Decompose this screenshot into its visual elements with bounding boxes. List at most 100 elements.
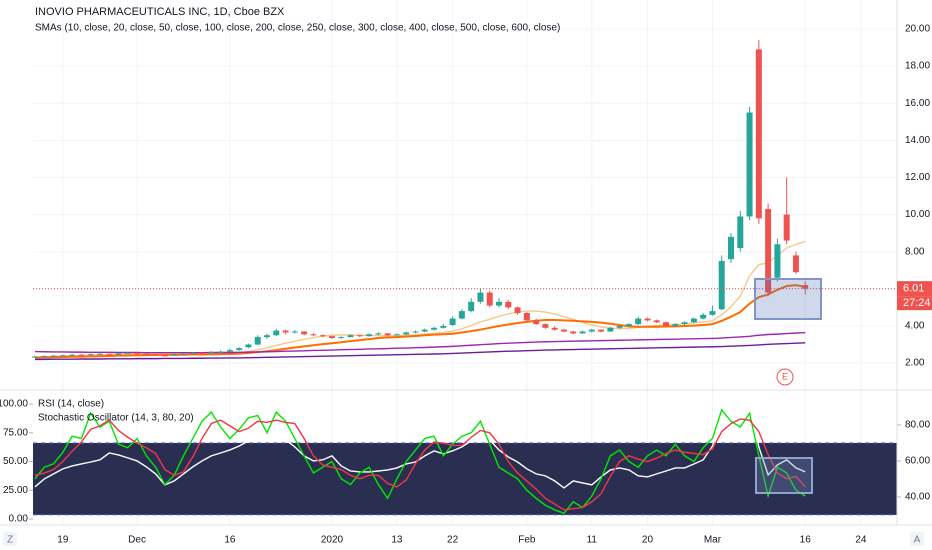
candle-body [115, 353, 122, 355]
candle-body [672, 324, 679, 326]
candle-body [143, 353, 150, 355]
candle-body [449, 318, 456, 326]
candle-body [598, 329, 605, 332]
candle-body [393, 334, 400, 336]
x-tick-label: Dec [128, 535, 146, 546]
earnings-label[interactable]: E [782, 371, 788, 381]
candle-body [171, 354, 178, 356]
candle-body [477, 292, 484, 302]
y-tick-label: 12.00 [905, 172, 930, 183]
zoom-button[interactable] [3, 532, 17, 546]
y-tick-label: 14.00 [905, 135, 930, 146]
candle-body [310, 334, 317, 336]
y-tick-label: 20.00 [905, 24, 930, 35]
candle-body [774, 244, 781, 278]
candle-body [356, 335, 363, 337]
candle-body [625, 324, 632, 326]
series-line [34, 418, 806, 511]
candle-body [347, 335, 354, 338]
y-tick-label: 10.00 [905, 209, 930, 220]
candle-body [551, 327, 558, 330]
auto-button-label[interactable]: A [914, 535, 921, 546]
candle-body [87, 354, 94, 356]
x-tick-label: 16 [224, 535, 236, 546]
candle-body [208, 352, 215, 354]
candle-body [328, 336, 335, 339]
x-tick-label: Feb [518, 535, 536, 546]
candle-body [291, 331, 298, 333]
candle-body [505, 301, 512, 308]
candle-body [737, 216, 744, 248]
candle-body [690, 318, 697, 323]
candle-body [792, 255, 799, 273]
candle-body [607, 327, 614, 332]
candle-body [765, 209, 772, 293]
candle-body [96, 353, 103, 355]
candle-body [579, 331, 586, 334]
series-line [34, 284, 806, 359]
candle-body [755, 49, 762, 219]
series-line [34, 408, 806, 515]
y-tick-label: 18.00 [905, 61, 930, 72]
candle-body [542, 324, 549, 328]
candle-body [59, 355, 66, 357]
candle-body [514, 307, 521, 313]
y-tick-label: 40.00 [905, 492, 930, 503]
x-tick-label: 11 [587, 535, 598, 546]
candle-body [236, 348, 243, 351]
zoom-button-label[interactable]: Z [7, 535, 13, 546]
candle-body [560, 329, 567, 332]
candle-body [746, 112, 753, 217]
y-tick-label: 8.00 [905, 246, 925, 257]
chart-title: INOVIO PHARMACEUTICALS INC, 1D, Cboe BZX [35, 6, 285, 18]
candle-body [802, 285, 809, 289]
y-tick-label: 100.00 [0, 399, 28, 410]
candle-body [134, 352, 141, 354]
candle-body [180, 353, 187, 355]
candle-body [319, 335, 326, 337]
candle-body [663, 322, 670, 326]
y-tick-label: 2.00 [905, 358, 925, 369]
candle-body [106, 353, 113, 355]
last-price-label: 6.01 [903, 283, 924, 295]
candle-body [152, 354, 159, 356]
candle-body [523, 312, 530, 321]
candle-body [226, 350, 233, 352]
auto-button[interactable] [910, 532, 924, 546]
candle-body [783, 214, 790, 241]
y-tick-label: 50.00 [3, 456, 28, 467]
series-line [35, 342, 806, 361]
highlight-box [755, 457, 813, 494]
candle-body [570, 331, 577, 334]
candle-body [32, 356, 38, 358]
candle-body [161, 355, 168, 357]
candle-body [301, 331, 308, 335]
countdown-box [897, 296, 932, 311]
x-tick-label: Mar [704, 535, 722, 546]
x-tick-label: 16 [800, 535, 812, 546]
highlight-box [754, 278, 822, 320]
candle-body [245, 344, 252, 348]
candle-body [41, 356, 48, 358]
y-tick-label: 16.00 [905, 98, 930, 109]
candle-body [486, 292, 493, 306]
candle-body [709, 311, 716, 315]
earnings-marker[interactable] [776, 368, 794, 386]
rsi-title: RSI (14, close) [38, 399, 104, 410]
candle-body [69, 354, 76, 356]
candle-body [653, 320, 660, 323]
candle-body [681, 322, 688, 325]
x-tick-label: 24 [855, 535, 867, 546]
candle-body [273, 330, 280, 336]
candle-body [78, 354, 85, 356]
candle-body [264, 335, 270, 338]
candle-body [282, 330, 289, 333]
candle-body [421, 329, 428, 332]
candle-body [366, 334, 373, 337]
candle-body [50, 355, 57, 357]
candle-body [728, 236, 734, 260]
candle-body [588, 329, 595, 332]
x-tick-label: 19 [57, 535, 69, 546]
candle-body [375, 333, 382, 335]
